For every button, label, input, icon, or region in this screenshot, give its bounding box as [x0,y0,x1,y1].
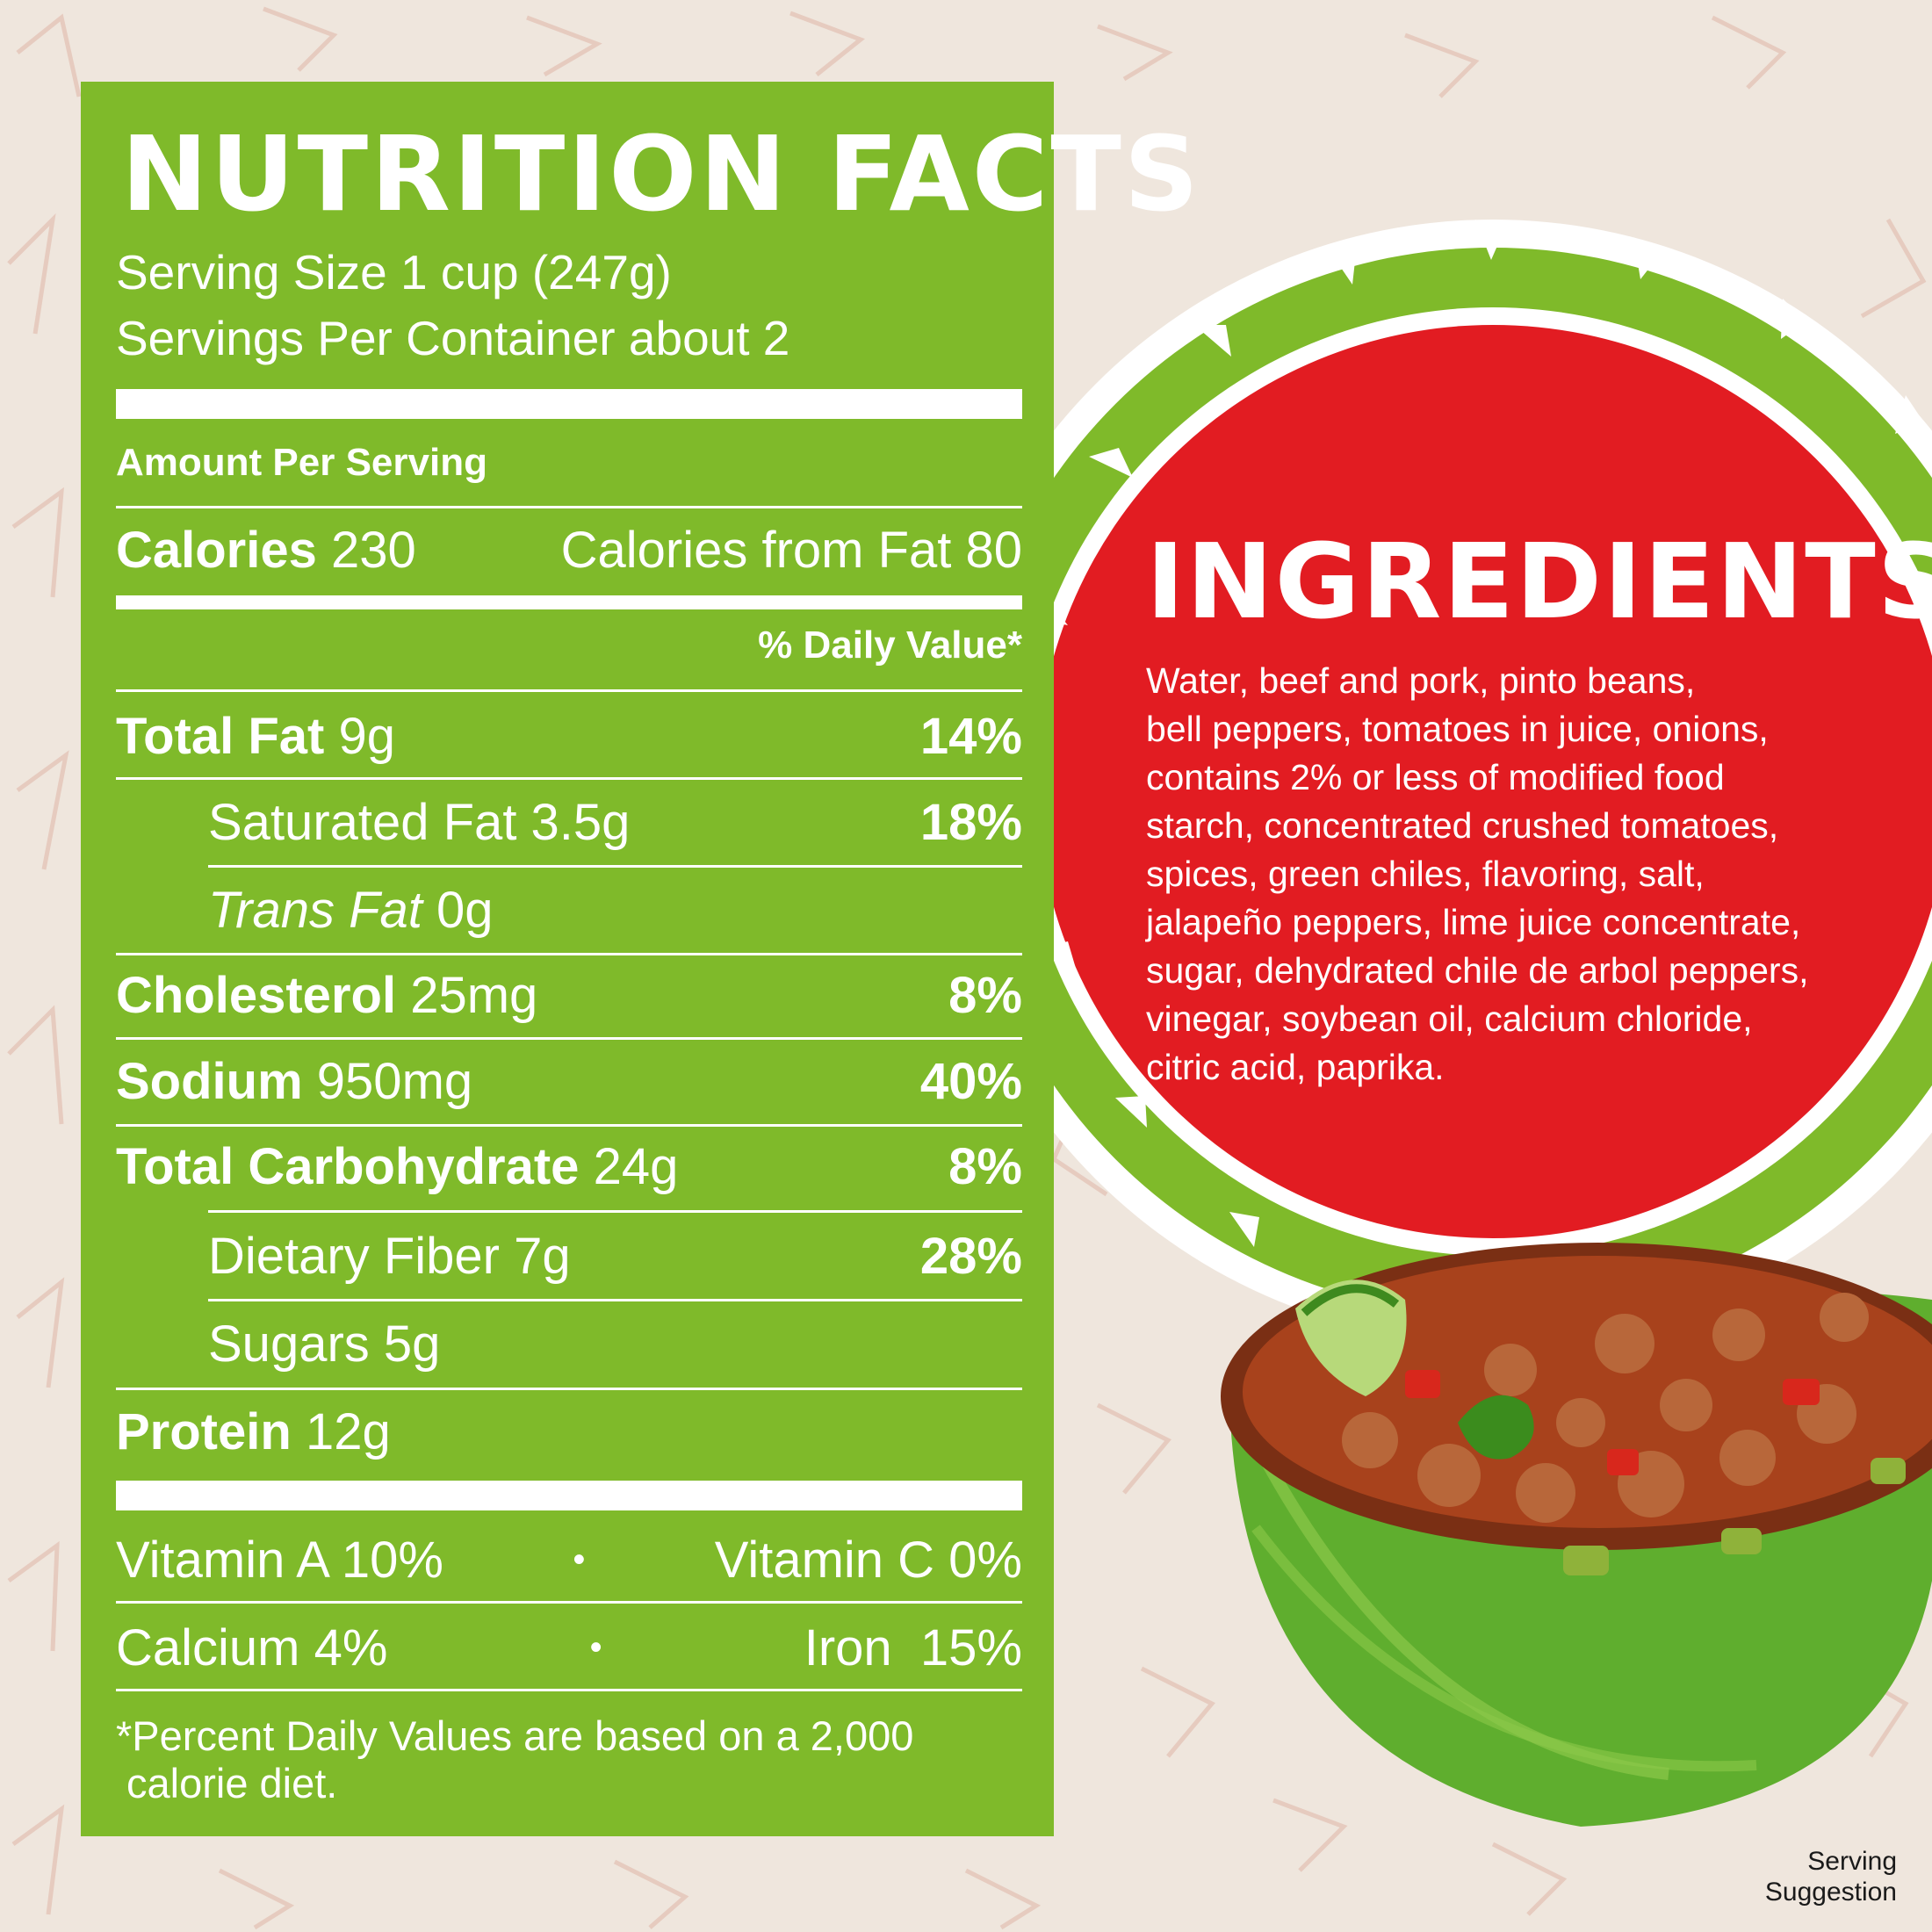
sugars-label: Sugars 5g [208,1315,441,1373]
dietary-fiber-row: Dietary Fiber 7g 28% [208,1225,1022,1287]
calories-from-fat: Calories from Fat 80 [560,521,1022,579]
trans-fat-row: Trans Fat 0g [208,879,1022,941]
thick-divider [116,1481,1022,1510]
calories-row: Calories 230 Calories from Fat 80 [116,519,1022,580]
thick-divider [116,389,1022,419]
sodium-row: Sodium 950mg 40% [116,1050,1022,1112]
divider [116,953,1022,955]
amount-per-serving: Amount Per Serving [116,441,487,484]
divider [116,1124,1022,1127]
nutrition-facts-title: NUTRITION FACTS [121,113,1201,234]
divider [116,1037,1022,1040]
total-carbohydrate-amount: 24g [593,1137,679,1195]
divider [116,1601,1022,1604]
ingredients-line: contains 2% or less of modified food [1146,757,1725,797]
ingredients-line: citric acid, paprika. [1146,1047,1445,1087]
total-fat-dv: 14% [919,707,1022,765]
vitamins-row-1: Vitamin A 10% • Vitamin C 0% [116,1529,1022,1590]
vitamin-a: Vitamin A 10% [116,1531,443,1589]
sugars-row: Sugars 5g [208,1313,1022,1374]
saturated-fat-row: Saturated Fat 3.5g 18% [208,791,1022,853]
ingredients-line: bell peppers, tomatoes in juice, onions, [1146,709,1769,749]
sodium-dv: 40% [919,1052,1022,1110]
ingredients-line: jalapeño peppers, lime juice concentrate… [1146,902,1801,942]
protein-amount: 12g [305,1402,391,1460]
divider [208,1299,1022,1301]
ingredients-line: sugar, dehydrated chile de arbol peppers… [1146,950,1809,991]
protein-label: Protein [116,1402,292,1460]
ingredients-title: INGREDIENTS [1146,521,1932,642]
calories-value: 230 [331,521,416,579]
medium-divider [116,595,1022,609]
cholesterol-row: Cholesterol 25mg 8% [116,964,1022,1026]
cholesterol-dv: 8% [948,966,1022,1024]
sodium-label: Sodium [116,1052,303,1110]
divider [116,1388,1022,1390]
cholesterol-label: Cholesterol [116,966,397,1024]
divider [208,1210,1022,1213]
total-fat-label: Total Fat [116,707,325,765]
vitamins-row-2: Calcium 4% • Iron 15% [116,1617,1022,1678]
trans-fat-amount: 0g [436,881,494,939]
ingredients-list: Water, beef and pork, pinto beans, bell … [1146,657,1875,1092]
footnote-line-2: calorie diet. [126,1760,338,1806]
serving-note-line-2: Suggestion [1764,1878,1897,1907]
trans-fat-label: Trans Fat [208,881,422,939]
calcium: Calcium 4% [116,1618,388,1676]
divider [116,1689,1022,1691]
serving-suggestion-note: Serving Suggestion [1721,1846,1897,1907]
sodium-amount: 950mg [316,1052,473,1110]
total-fat-amount: 9g [338,707,395,765]
ingredients-line: spices, green chiles, flavoring, salt, [1146,854,1705,894]
protein-row: Protein 12g [116,1401,1022,1462]
divider [116,777,1022,780]
cholesterol-amount: 25mg [410,966,538,1024]
iron: Iron 15% [804,1618,1022,1676]
dietary-fiber-dv: 28% [919,1227,1022,1285]
total-carbohydrate-dv: 8% [948,1137,1022,1195]
total-carbohydrate-label: Total Carbohydrate [116,1137,580,1195]
daily-value-header-row: % Daily Value* [116,619,1022,672]
nutrition-facts-panel: NUTRITION FACTS Serving Size 1 cup (247g… [81,82,1201,1836]
total-fat-row: Total Fat 9g 14% [116,705,1022,767]
serving-note-line-1: Serving [1807,1847,1897,1876]
divider [208,865,1022,868]
footnote-line-1: *Percent Daily Values are based on a 2,0… [116,1712,914,1759]
serving-size: Serving Size 1 cup (247g) [116,245,672,299]
calories-label: Calories [116,521,317,579]
saturated-fat-label: Saturated Fat 3.5g [208,793,631,851]
dietary-fiber-label: Dietary Fiber 7g [208,1227,571,1285]
bullet-separator: • [573,1539,586,1579]
ingredients-line: vinegar, soybean oil, calcium chloride, [1146,998,1753,1039]
calories: Calories 230 [116,521,416,580]
ingredients-line: Water, beef and pork, pinto beans, [1146,660,1696,701]
vitamin-c: Vitamin C 0% [714,1531,1022,1589]
daily-value-header: % Daily Value* [758,624,1022,667]
daily-value-footnote: *Percent Daily Values are based on a 2,0… [116,1712,1003,1807]
divider [116,689,1022,692]
saturated-fat-dv: 18% [919,793,1022,851]
servings-per-container: Servings Per Container about 2 [116,311,790,365]
bullet-separator: • [589,1627,602,1667]
ingredients-line: starch, concentrated crushed tomatoes, [1146,805,1779,846]
total-carbohydrate-row: Total Carbohydrate 24g 8% [116,1135,1022,1197]
divider [116,506,1022,508]
